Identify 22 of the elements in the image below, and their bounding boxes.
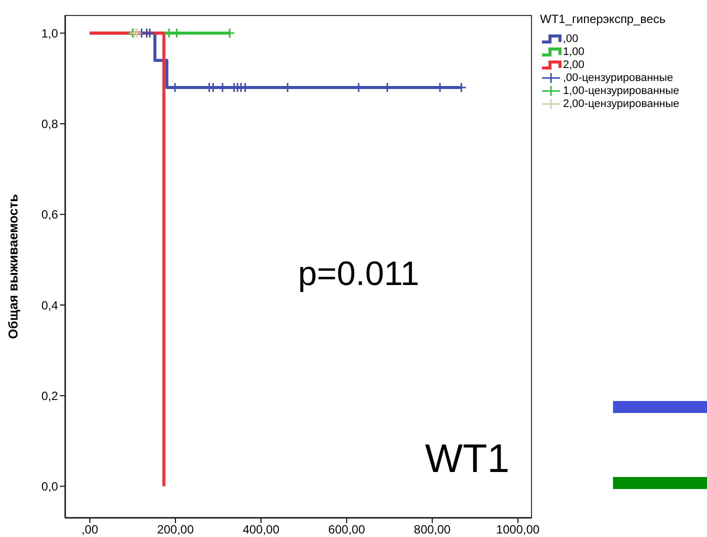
y-tick-label: 0,8: [41, 117, 58, 132]
annotation: p=0.011: [298, 255, 420, 294]
y-axis-title: Общая выживаемость: [6, 194, 21, 339]
x-tick-label: 1000,00: [496, 522, 540, 537]
x-tick-label: 600,00: [328, 522, 366, 537]
legend-label: 1,00: [563, 46, 584, 58]
x-tick-label: 200,00: [157, 522, 194, 537]
x-tick-label: 800,00: [414, 522, 451, 537]
legend-label: 1,00-цензурированные: [563, 84, 680, 96]
legend-label: 2,00-цензурированные: [563, 98, 680, 110]
y-tick-label: 0,6: [41, 208, 58, 222]
legend-label: 2,00: [563, 58, 584, 70]
x-tick-label: 400,00: [242, 522, 280, 537]
y-tick-label: 0,2: [41, 388, 58, 403]
legend-label: ,00: [563, 32, 578, 44]
x-tick-label: ,00: [81, 522, 98, 537]
annotation: WT1: [425, 437, 510, 482]
legend-title: WT1_гиперэкспр_весь: [540, 12, 666, 26]
y-tick-label: 0,0: [41, 480, 58, 494]
y-tick-label: 1,0: [41, 26, 58, 40]
y-tick-label: 0,4: [41, 298, 58, 312]
legend-label: ,00-цензурированные: [563, 72, 674, 84]
